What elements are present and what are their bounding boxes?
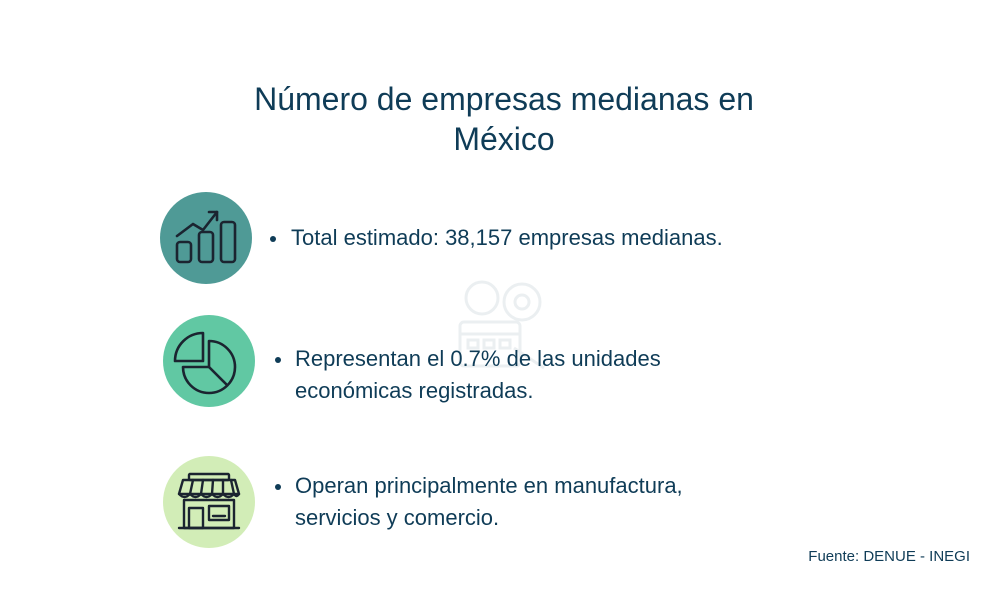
item-2-text-line-1: Representan el 0.7% de las unidades [295, 346, 661, 371]
bar-chart-growth-icon [175, 210, 237, 264]
pie-chart-icon [173, 331, 237, 395]
page-title-line-1: Número de empresas medianas en [254, 81, 754, 118]
item-3-icon-circle [163, 456, 255, 548]
item-2-text-line-2: económicas registradas. [295, 378, 534, 403]
item-2-bullet [275, 357, 281, 363]
item-2-icon-circle [163, 315, 255, 407]
item-3-bullet [275, 484, 281, 490]
page-title-line-2: México [453, 121, 555, 158]
item-1-text-line-1: Total estimado: 38,157 empresas medianas… [291, 225, 723, 250]
item-1-text: Total estimado: 38,157 empresas medianas… [291, 222, 723, 254]
page-title: Número de empresas medianas en México [150, 79, 858, 159]
source-note: Fuente: DENUE - INEGI [808, 548, 970, 565]
item-3-text: Operan principalmente en manufactura, se… [295, 470, 683, 534]
item-1-icon-circle [160, 192, 252, 284]
storefront-icon [177, 472, 241, 530]
item-3-text-line-2: servicios y comercio. [295, 505, 500, 530]
item-1-bullet [270, 236, 276, 242]
office-gear-watermark-icon [458, 280, 545, 370]
item-3-text-line-1: Operan principalmente en manufactura, [295, 473, 683, 498]
item-2-text: Representan el 0.7% de las unidades econ… [295, 343, 661, 407]
